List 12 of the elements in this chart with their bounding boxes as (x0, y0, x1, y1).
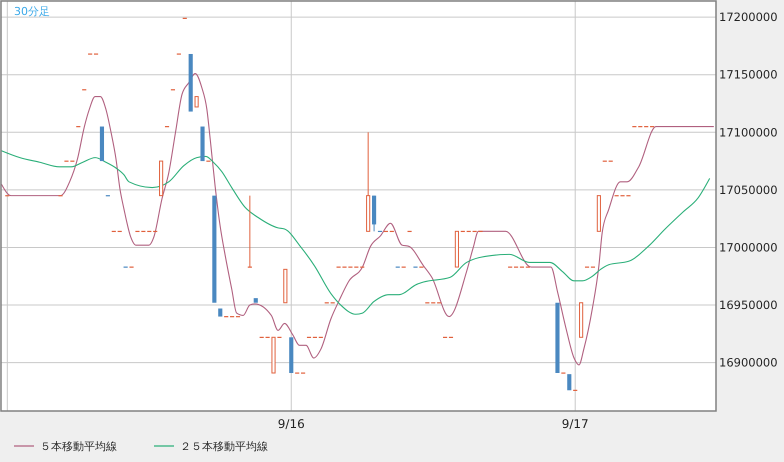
y-tick-label: 17200000 (719, 10, 778, 24)
y-tick-label: 17100000 (719, 125, 778, 140)
x-tick-label: 9/16 (278, 417, 305, 431)
legend-label: ２５本移動平均線 (180, 440, 268, 453)
y-tick-label: 16950000 (719, 298, 778, 312)
legend-label: ５本移動平均線 (40, 440, 117, 453)
x-tick-label: 9/17 (562, 417, 589, 431)
y-tick-label: 17150000 (719, 68, 778, 82)
y-tick-label: 16900000 (719, 356, 778, 370)
y-tick-label: 17000000 (719, 240, 778, 254)
chart-title: 30分足 (14, 5, 50, 18)
y-tick-label: 17050000 (719, 182, 778, 197)
